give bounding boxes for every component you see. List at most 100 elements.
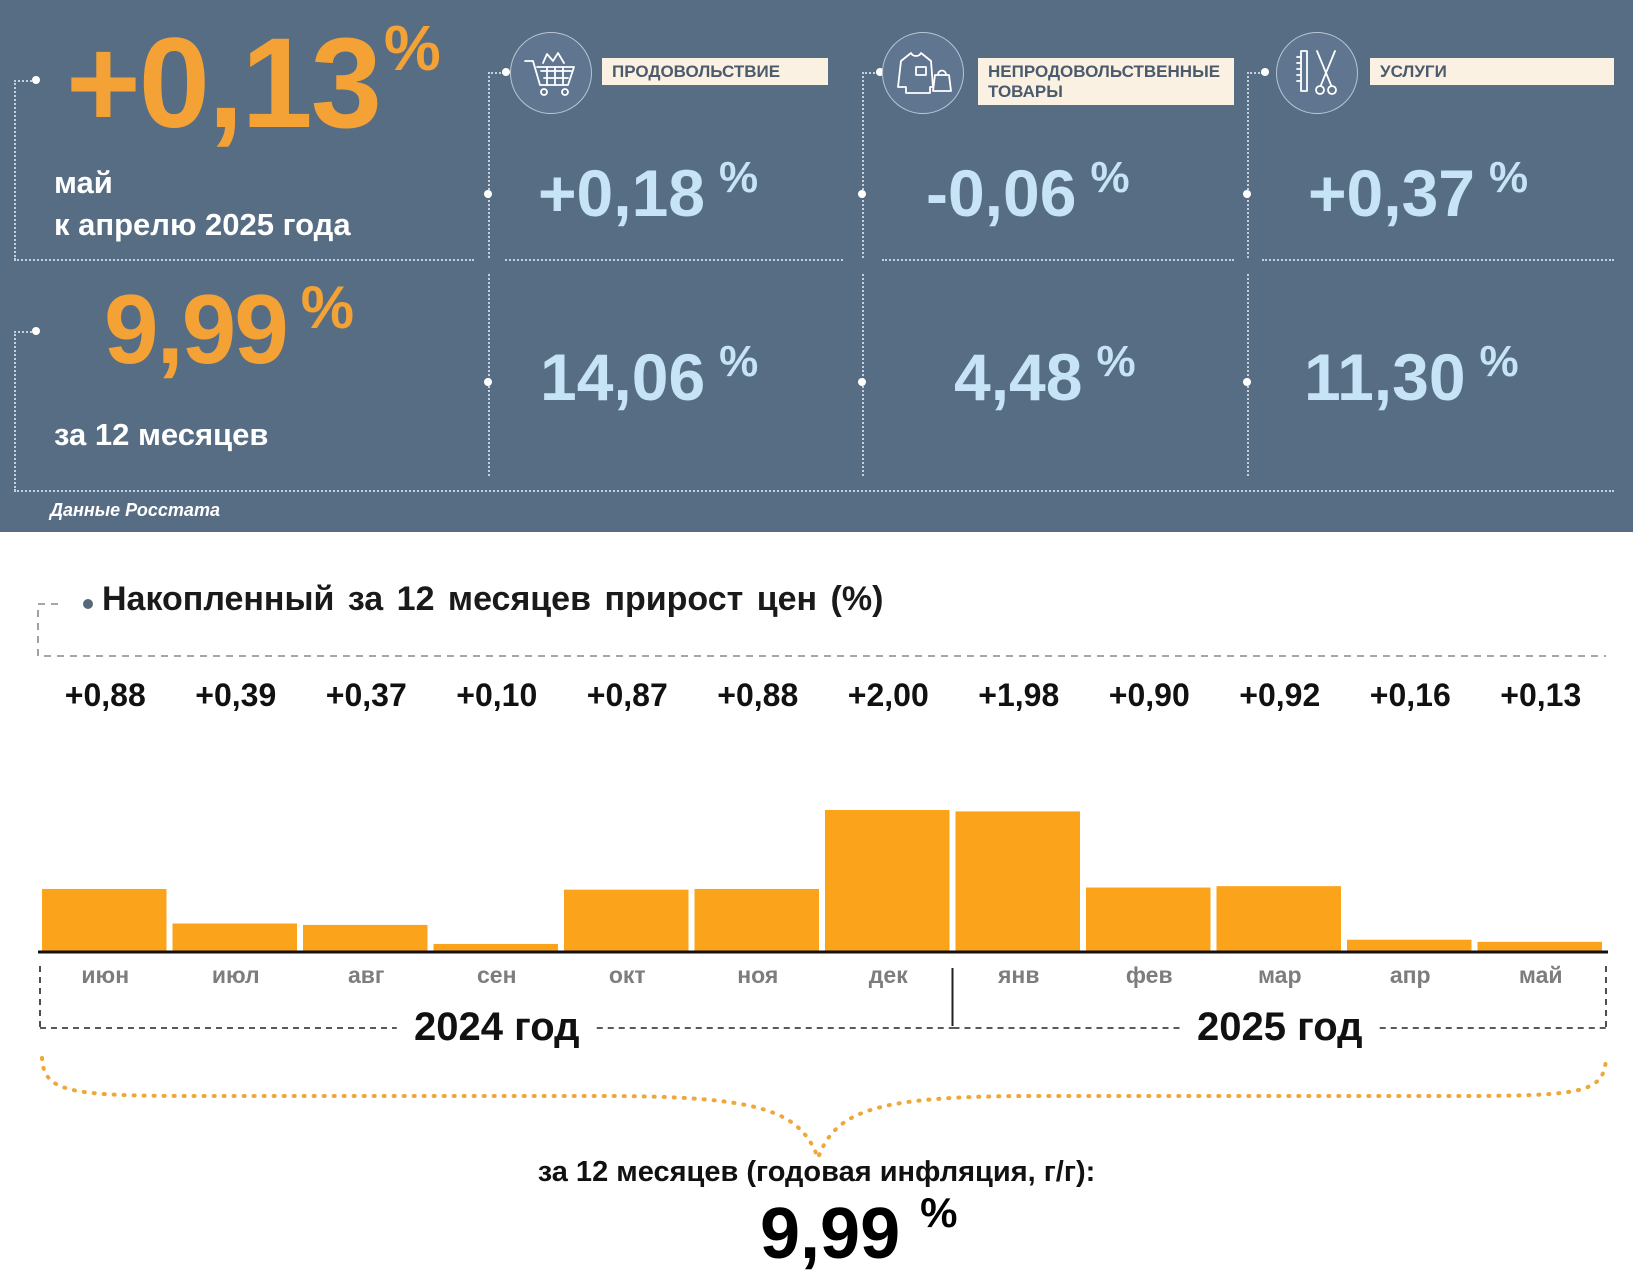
frame-line xyxy=(14,259,474,261)
year-label-1: 2025 год xyxy=(1197,1005,1363,1049)
value-label-янв: +1,98 xyxy=(978,677,1059,713)
data-source-note: Данные Росстата xyxy=(50,500,220,520)
month-label-окт: окт xyxy=(609,962,646,988)
category-label-nonfood-text: НЕПРОДОВОЛЬСТВЕННЫЕ ТОВАРЫ xyxy=(988,62,1221,101)
value-label-апр: +0,16 xyxy=(1370,677,1451,713)
value-label-фев: +0,90 xyxy=(1109,677,1190,713)
bullet-dot xyxy=(484,190,492,198)
frame-line xyxy=(14,490,1614,492)
bullet-dot xyxy=(858,190,866,198)
month-label-ноя: ноя xyxy=(737,962,778,988)
comparison-label: к апрелю 2025 года xyxy=(54,207,351,242)
frame-line xyxy=(862,274,864,476)
bullet-dot xyxy=(876,68,884,76)
bullet-dot xyxy=(502,68,510,76)
nonfood-yearly-number: 4,48 xyxy=(954,340,1083,414)
bullet-dot xyxy=(1243,378,1251,386)
percent-sign: % xyxy=(1489,153,1529,202)
monthly-inflation-value: +0,13% xyxy=(66,16,441,148)
bar-авг xyxy=(303,924,428,951)
shopping-cart-icon xyxy=(510,32,592,114)
bar-мар xyxy=(1216,886,1341,951)
nonfood-monthly-number: -0,06 xyxy=(926,156,1077,230)
title-bullet-dot xyxy=(83,599,93,609)
food-yearly-number: 14,06 xyxy=(540,340,706,414)
frame-line xyxy=(488,72,490,258)
percent-sign: % xyxy=(1479,337,1519,386)
month-label-май: май xyxy=(1519,962,1563,988)
month-label: май xyxy=(54,165,113,200)
chart-title: Накопленный за 12 месяцев прирост цен (%… xyxy=(102,580,884,618)
frame-line xyxy=(1247,72,1249,258)
title-bracket-line xyxy=(37,603,1606,657)
percent-sign: % xyxy=(719,153,759,202)
services-yearly-value: 11,30% xyxy=(1304,340,1519,411)
bullet-dot xyxy=(858,378,866,386)
year-label-0: 2024 год xyxy=(414,1005,580,1049)
clothing-icon xyxy=(882,32,964,114)
value-label-июн: +0,88 xyxy=(65,677,146,713)
frame-line xyxy=(862,72,864,258)
services-monthly-number: +0,37 xyxy=(1308,156,1475,230)
bullet-dot xyxy=(32,76,40,84)
month-label-дек: дек xyxy=(869,962,908,988)
category-label-nonfood: НЕПРОДОВОЛЬСТВЕННЫЕ ТОВАРЫ xyxy=(978,58,1234,105)
frame-line xyxy=(14,80,36,82)
bullet-dot xyxy=(1243,190,1251,198)
year-grouping: 2024 год 2025 год xyxy=(39,966,1607,1049)
category-label-services: УСЛУГИ xyxy=(1370,58,1614,85)
percent-sign: % xyxy=(1090,153,1130,202)
frame-line xyxy=(505,259,843,261)
percent-sign: % xyxy=(920,1189,958,1236)
bar-окт xyxy=(564,889,689,951)
percent-sign: % xyxy=(719,337,759,386)
yearly-inflation-caption: за 12 месяцев xyxy=(54,417,269,452)
services-monthly-value: +0,37% xyxy=(1308,156,1528,227)
summary-panel: +0,13% май к апрелю 2025 года 9,99% за 1… xyxy=(0,0,1633,532)
value-label-авг: +0,37 xyxy=(326,677,407,713)
month-label-сен: сен xyxy=(477,962,516,988)
annual-inflation-value: 9,99% xyxy=(760,1192,958,1271)
value-label-дек: +2,00 xyxy=(848,677,929,713)
frame-line xyxy=(488,274,490,476)
month-label-мар: мар xyxy=(1258,962,1302,988)
yearly-inflation-number: 9,99 xyxy=(104,274,289,384)
services-yearly-number: 11,30 xyxy=(1304,340,1466,414)
bar-апр xyxy=(1347,939,1472,951)
monthly-inflation-caption: май к апрелю 2025 года xyxy=(54,162,351,246)
frame-line xyxy=(1262,259,1614,261)
food-yearly-value: 14,06% xyxy=(540,340,758,411)
bar-янв xyxy=(955,811,1080,951)
percent-sign: % xyxy=(300,274,355,341)
bullet-dot xyxy=(484,378,492,386)
month-label-апр: апр xyxy=(1390,962,1431,988)
twelve-month-brace xyxy=(40,1056,1608,1164)
value-label-окт: +0,87 xyxy=(587,677,668,713)
value-labels: +0,88 +0,39 +0,37 +0,10 +0,87 +0,88 +2,00 +1,98… xyxy=(65,677,1581,713)
annual-inflation-caption: за 12 месяцев (годовая инфляция, г/г): xyxy=(537,1156,1096,1188)
bullet-dot xyxy=(32,327,40,335)
frame-line xyxy=(1247,72,1263,74)
bar-сен xyxy=(433,943,558,951)
bar-ноя xyxy=(694,888,819,951)
category-label-food: ПРОДОВОЛЬСТВИЕ xyxy=(602,58,828,85)
value-label-ноя: +0,88 xyxy=(717,677,798,713)
bars xyxy=(42,810,1602,951)
month-label-июн: июн xyxy=(81,962,129,988)
food-monthly-number: +0,18 xyxy=(538,156,705,230)
monthly-inflation-number: +0,13 xyxy=(66,12,382,155)
value-label-сен: +0,10 xyxy=(456,677,537,713)
bar-июн xyxy=(42,888,167,951)
value-label-июл: +0,39 xyxy=(195,677,276,713)
value-label-май: +0,13 xyxy=(1500,677,1581,713)
bullet-dot xyxy=(1261,68,1269,76)
bar-фев xyxy=(1086,887,1211,951)
frame-line xyxy=(488,72,504,74)
bar-июл xyxy=(172,923,297,951)
frame-line xyxy=(1247,274,1249,476)
month-label-янв: янв xyxy=(997,962,1039,988)
yearly-inflation-value: 9,99% xyxy=(104,278,354,379)
nonfood-yearly-value: 4,48% xyxy=(954,340,1136,411)
month-label-июл: июл xyxy=(212,962,260,988)
